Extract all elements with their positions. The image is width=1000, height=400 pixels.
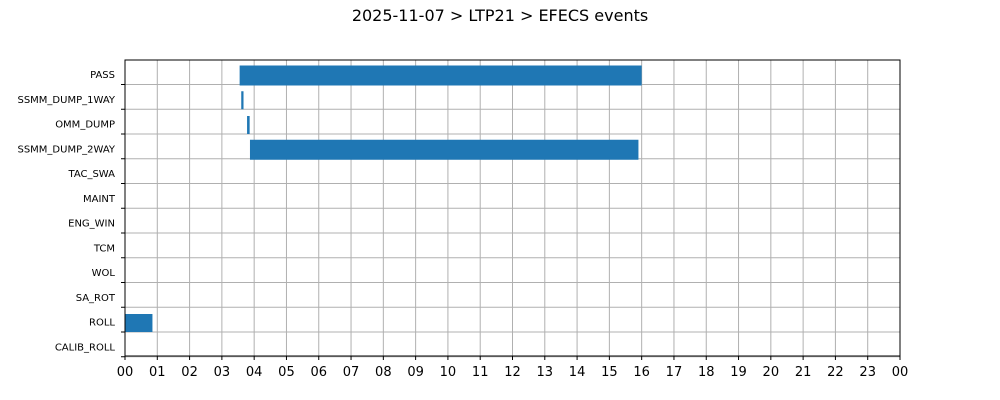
x-tick-label: 10 <box>440 365 457 380</box>
x-tick-label: 19 <box>730 365 747 380</box>
y-tick-label: SA_ROT <box>76 293 116 304</box>
y-tick-label: OMM_DUMP <box>55 120 115 131</box>
x-tick-label: 23 <box>859 365 876 380</box>
x-tick-label: 06 <box>310 365 327 380</box>
event-bars <box>125 65 642 332</box>
x-tick-label: 03 <box>214 365 231 380</box>
event-bar-roll <box>125 314 153 332</box>
event-bar-ssmm-dump-2way <box>249 139 639 160</box>
y-tick-label: WOL <box>92 268 116 279</box>
x-tick-label: 12 <box>504 365 521 380</box>
x-tick-label: 15 <box>601 365 618 380</box>
x-tick-label: 18 <box>698 365 715 380</box>
x-tick-label: 14 <box>569 365 586 380</box>
x-tick-label: 09 <box>407 365 424 380</box>
y-tick-label: CALIB_ROLL <box>55 342 116 353</box>
x-tick-label: 17 <box>666 365 683 380</box>
x-tick-label: 07 <box>343 365 360 380</box>
x-tick-label: 01 <box>149 365 166 380</box>
event-bar-pass <box>239 65 642 86</box>
x-tick-label: 11 <box>472 365 489 380</box>
x-tick-label: 16 <box>633 365 650 380</box>
x-axis: 00 01 02 03 04 05 06 07 08 09 10 11 12 13 14 15 16 17 18 19… <box>117 356 909 380</box>
y-tick-label: MAINT <box>83 194 116 205</box>
y-tick-label: ENG_WIN <box>68 219 115 230</box>
x-tick-label: 02 <box>181 365 198 380</box>
y-axis: PASS SSMM_DUMP_1WAY OMM_DUMP SSMM_DUMP_2WAY… <box>17 70 125 358</box>
x-tick-label: 13 <box>537 365 554 380</box>
x-tick-label: 08 <box>375 365 392 380</box>
y-tick-label: SSMM_DUMP_1WAY <box>17 95 115 106</box>
y-tick-label: SSMM_DUMP_2WAY <box>17 144 115 155</box>
event-bar-omm-dump <box>247 116 250 134</box>
x-tick-label: 22 <box>827 365 844 380</box>
x-tick-label: 21 <box>795 365 812 380</box>
y-tick-label: ROLL <box>89 318 115 329</box>
grid-lines <box>125 60 900 358</box>
y-tick-label: PASS <box>90 70 115 81</box>
x-tick-label: 00 <box>117 365 134 380</box>
x-tick-label: 00 <box>892 365 909 380</box>
x-tick-label: 20 <box>763 365 780 380</box>
page-title: 2025-11-07 > LTP21 > EFECS events <box>351 6 649 25</box>
y-tick-label: TAC_SWA <box>67 169 115 180</box>
x-tick-label: 04 <box>246 365 263 380</box>
event-bar-ssmm-dump-1way <box>241 91 244 110</box>
x-tick-label: 05 <box>278 365 295 380</box>
y-tick-label: TCM <box>93 243 115 254</box>
